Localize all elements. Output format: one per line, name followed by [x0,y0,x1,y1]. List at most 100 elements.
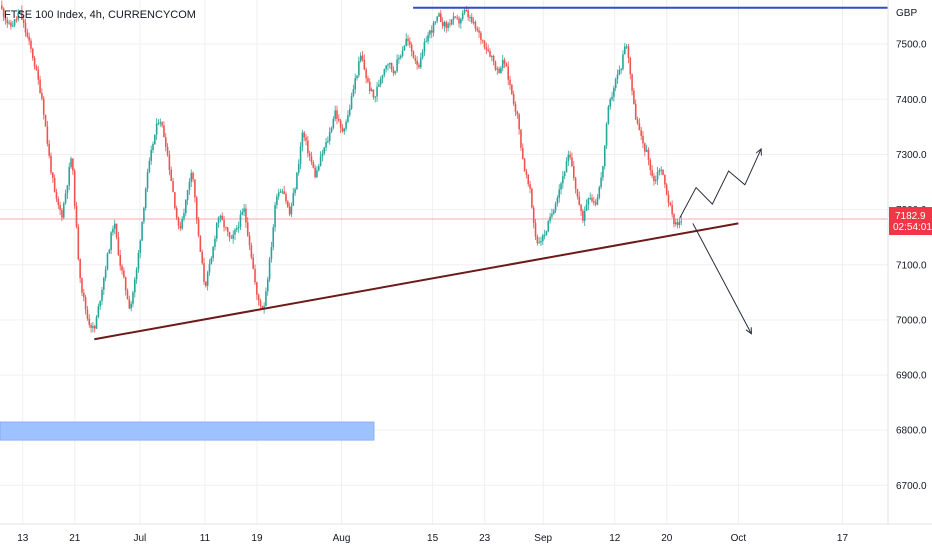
candle[interactable] [194,179,196,203]
candle[interactable] [572,161,575,181]
candle[interactable] [361,50,364,62]
candle[interactable] [609,97,612,110]
candle[interactable] [170,166,173,182]
candle[interactable] [219,214,222,223]
candle[interactable] [618,65,621,76]
candle[interactable] [296,171,298,191]
candle[interactable] [139,239,142,259]
candle[interactable] [90,322,92,333]
candle[interactable] [110,231,112,255]
candle[interactable] [370,87,373,92]
candle[interactable] [379,76,382,88]
candle[interactable] [419,52,422,69]
candle[interactable] [418,62,420,69]
candle[interactable] [104,265,107,282]
candle[interactable] [270,241,273,263]
candle[interactable] [177,216,180,230]
candle[interactable] [387,63,389,71]
candle[interactable] [123,267,125,279]
candle[interactable] [144,187,147,211]
candle[interactable] [223,215,225,232]
candle[interactable] [336,105,338,125]
candle[interactable] [186,189,189,206]
candle[interactable] [338,114,340,123]
candle[interactable] [665,183,668,196]
candle[interactable] [613,85,615,102]
candle[interactable] [596,194,599,206]
candle[interactable] [638,118,641,131]
candle[interactable] [117,232,120,257]
candle[interactable] [22,16,25,28]
candle[interactable] [135,266,138,284]
candle[interactable] [41,88,43,101]
candle[interactable] [600,172,602,190]
candle[interactable] [545,230,548,236]
candle[interactable] [511,83,513,96]
candle[interactable] [549,212,551,224]
candle[interactable] [42,96,45,120]
candle[interactable] [494,60,497,72]
candle[interactable] [512,90,515,107]
candle[interactable] [458,16,460,28]
candle[interactable] [254,264,256,285]
candle[interactable] [61,208,63,222]
candle[interactable] [374,96,377,103]
candle[interactable] [13,19,16,28]
candle[interactable] [449,19,451,28]
candle[interactable] [576,188,579,200]
candle[interactable] [46,120,49,147]
candle[interactable] [33,55,36,70]
candle[interactable] [591,194,593,203]
candle[interactable] [671,200,673,218]
candle[interactable] [460,17,462,29]
candle[interactable] [676,218,679,229]
candle[interactable] [401,46,404,58]
candle[interactable] [443,20,446,32]
candle[interactable] [332,116,335,130]
candle[interactable] [188,178,191,195]
candle[interactable] [398,54,400,64]
candle[interactable] [642,131,644,149]
candle[interactable] [234,227,236,240]
candle[interactable] [625,43,628,50]
candle[interactable] [647,147,650,166]
candle[interactable] [358,56,360,78]
candle[interactable] [580,203,582,216]
candle[interactable] [399,54,402,60]
candle[interactable] [654,175,657,185]
candle[interactable] [467,7,469,21]
candle[interactable] [629,56,632,80]
drawings[interactable] [94,6,888,341]
candle[interactable] [674,218,677,227]
candle[interactable] [292,187,295,207]
candle[interactable] [299,141,302,170]
candle[interactable] [103,276,105,296]
candle[interactable] [64,189,67,205]
candle[interactable] [115,223,118,240]
candle[interactable] [667,190,670,208]
candle[interactable] [640,126,642,141]
candle[interactable] [154,134,156,146]
candle[interactable] [88,314,91,328]
candle[interactable] [540,236,542,246]
candle[interactable] [653,172,655,186]
candle[interactable] [310,151,313,165]
candle[interactable] [113,219,116,235]
candle[interactable] [319,151,322,167]
candle[interactable] [119,249,122,271]
candle[interactable] [303,131,305,142]
price-axis[interactable]: GBP 7500.07400.07300.07200.07100.07000.0… [887,0,927,524]
candle[interactable] [514,101,517,116]
candle[interactable] [389,62,391,69]
candle[interactable] [381,74,384,84]
candle[interactable] [277,188,280,200]
candle[interactable] [328,127,331,145]
candle[interactable] [505,62,508,67]
candle[interactable] [334,105,336,122]
candle[interactable] [673,212,675,228]
candle[interactable] [308,150,311,161]
candle[interactable] [450,19,453,26]
candle[interactable] [678,218,681,229]
candle[interactable] [86,305,89,321]
